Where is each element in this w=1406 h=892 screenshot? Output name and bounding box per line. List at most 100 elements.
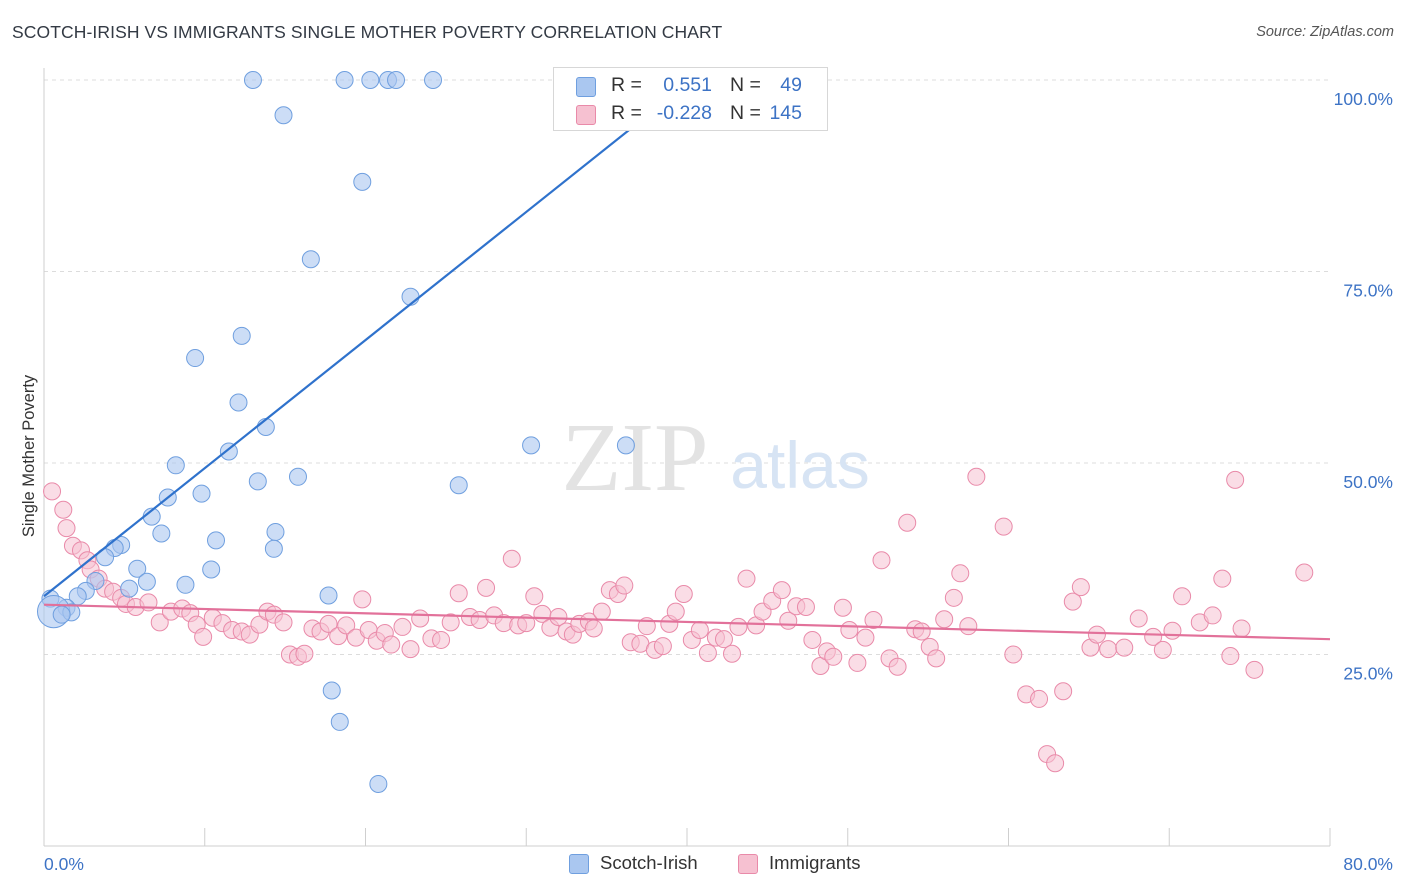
immigrants-point [729, 617, 748, 636]
legend-row-immigrants: R = -0.228 N = 145 [554, 101, 827, 127]
immigrants-point [615, 576, 634, 595]
watermark-atlas: atlas [730, 428, 869, 502]
immigrants-point [1153, 640, 1172, 659]
scotch-irish-point [166, 456, 185, 475]
immigrants-point [584, 619, 603, 638]
immigrants-point [1163, 621, 1182, 640]
y-axis-title: Single Mother Poverty [20, 374, 38, 537]
immigrants-point [319, 614, 338, 633]
immigrants-point [714, 630, 733, 649]
immigrants-point [441, 613, 460, 632]
scotch-irish-point [128, 559, 147, 578]
scotch-irish-point [266, 522, 285, 541]
y-tick-label: 50.0% [1343, 472, 1393, 492]
immigrants-trend-line [43, 603, 1331, 641]
immigrants-point [912, 622, 931, 641]
immigrants-point [449, 584, 468, 603]
immigrants-point [690, 620, 709, 639]
immigrants-point [674, 584, 693, 603]
n-value: 145 [769, 102, 802, 124]
scotch-irish-trend-line [43, 79, 693, 598]
immigrants-point [54, 500, 73, 519]
immigrants-point [737, 569, 756, 588]
immigrants-point [951, 564, 970, 583]
scotch-irish-point [264, 539, 283, 558]
scotch-irish-point [353, 172, 372, 191]
x-axis-ticks [204, 828, 1331, 846]
scotch-irish-point [522, 436, 541, 455]
immigrants-point [833, 598, 852, 617]
immigrants-point [43, 482, 62, 501]
immigrants-point [723, 644, 742, 663]
immigrants-point [1054, 682, 1073, 701]
immigrants-point [1173, 587, 1192, 606]
blue-swatch [576, 77, 596, 97]
scotch-irish-point [319, 586, 338, 605]
n-label: N = [730, 102, 761, 124]
scotch-irish-point [120, 579, 139, 598]
y-tick-label: 25.0% [1343, 664, 1393, 684]
scotch-irish-point [361, 71, 380, 89]
scotch-irish-point [243, 71, 262, 89]
immigrants-point [1129, 609, 1148, 628]
immigrants-point [274, 613, 293, 632]
scotch-irish-points [36, 71, 669, 793]
immigrants-point [824, 647, 843, 666]
scotch-irish-point [207, 531, 226, 550]
immigrants-point [525, 587, 544, 606]
immigrants-point [935, 610, 954, 629]
correlation-legend: R = 0.551 N = 49 R = -0.228 N = 145 [553, 67, 828, 131]
immigrants-point [393, 617, 412, 636]
immigrants-point [1226, 470, 1245, 489]
immigrants-point [295, 644, 314, 663]
y-tick-label: 100.0% [1334, 89, 1393, 109]
immigrants-point [382, 635, 401, 654]
scotch-irish-point [219, 442, 238, 461]
immigrants-point [1046, 754, 1065, 773]
chart-title: SCOTCH-IRISH VS IMMIGRANTS SINGLE MOTHER… [12, 22, 723, 42]
immigrants-point [1099, 640, 1118, 659]
immigrants-point [1004, 645, 1023, 664]
immigrants-point [411, 609, 430, 628]
legend-label: Scotch-Irish [600, 852, 698, 873]
scotch-irish-point [401, 287, 420, 306]
immigrants-point [401, 640, 420, 659]
immigrants-point [848, 653, 867, 672]
scotch-irish-point [335, 71, 354, 89]
immigrants-point [592, 602, 611, 621]
scotch-irish-point [137, 572, 156, 591]
immigrants-point [888, 657, 907, 676]
scotch-irish-point [288, 467, 307, 486]
immigrants-point [1071, 578, 1090, 597]
immigrants-point [57, 519, 76, 538]
immigrants-point [549, 607, 568, 626]
immigrants-point [477, 578, 496, 597]
scotch-irish-point [424, 71, 443, 89]
scotch-irish-point [301, 250, 320, 269]
grid-lines [44, 79, 1330, 655]
source-label: Source: ZipAtlas.com [1256, 24, 1394, 40]
scotch-irish-point [232, 326, 251, 345]
immigrants-point [1087, 625, 1106, 644]
scotch-irish-point [176, 575, 195, 594]
immigrants-point [250, 615, 269, 634]
r-value: -0.228 [656, 102, 712, 124]
y-tick-labels: 25.0% 50.0% 75.0% 100.0% [1334, 89, 1393, 684]
immigrants-point [1203, 606, 1222, 625]
n-label: N = [730, 74, 761, 96]
immigrants-point [898, 513, 917, 532]
immigrants-point [698, 643, 717, 662]
scotch-irish-point [387, 71, 406, 89]
immigrants-point [1063, 592, 1082, 611]
scotch-irish-point [192, 484, 211, 503]
scotch-irish-point [248, 472, 267, 491]
immigrants-point [1144, 627, 1163, 646]
immigrants-point [927, 649, 946, 668]
immigrants-point [353, 590, 372, 609]
scotch-irish-point [202, 560, 221, 579]
scotch-irish-point [256, 417, 275, 436]
n-value: 49 [780, 74, 802, 96]
watermark-zip: ZIP [562, 404, 709, 512]
immigrants-point [967, 467, 986, 486]
